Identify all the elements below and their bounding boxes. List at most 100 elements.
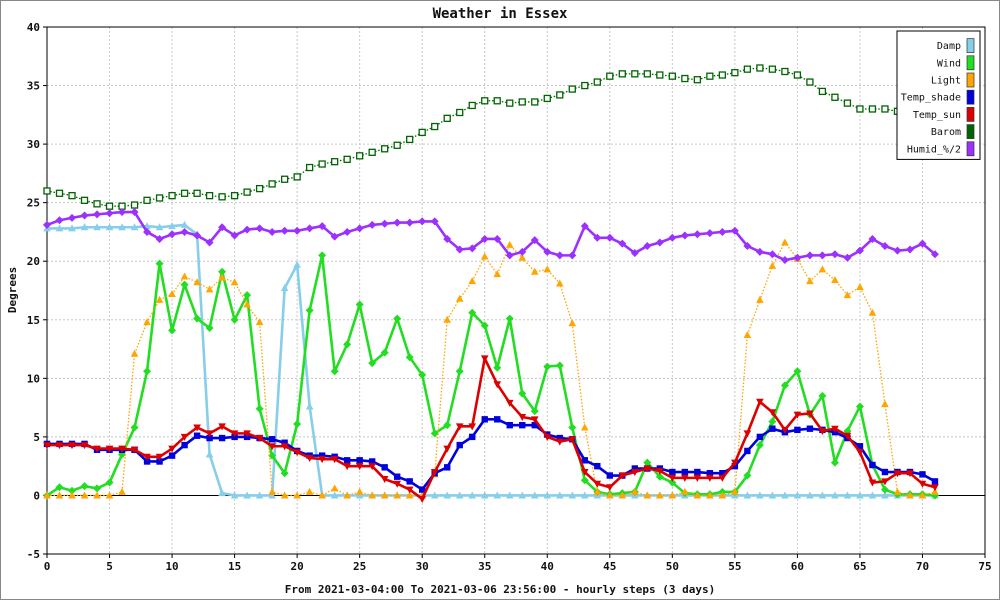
data-point-temp-shade: [218, 434, 226, 442]
data-point-light: [743, 331, 752, 339]
data-point-temp-sun: [130, 446, 139, 454]
data-point-barom: [418, 128, 426, 137]
data-point-barom: [255, 184, 264, 193]
data-point-light: [143, 318, 151, 326]
y-tick-label: 40: [27, 21, 40, 34]
series-line-barom: [46, 67, 898, 207]
data-point-wind: [80, 482, 89, 491]
series-line-wind: [46, 254, 936, 497]
data-point-temp-sun: [405, 486, 414, 494]
data-point-temp-shade: [494, 416, 501, 423]
data-point-light: [681, 487, 689, 495]
data-point-humid-2: [455, 245, 464, 254]
data-point-damp: [93, 223, 101, 231]
data-point-damp: [68, 224, 76, 232]
data-point-wind: [343, 340, 352, 349]
data-point-barom: [143, 196, 151, 204]
data-point-wind: [143, 367, 152, 376]
data-point-humid-2: [755, 247, 764, 256]
data-point-temp-sun: [280, 443, 289, 451]
data-point-barom: [818, 87, 827, 96]
data-point-light: [155, 295, 164, 303]
data-point-temp-shade: [506, 421, 513, 429]
data-point-barom: [406, 135, 414, 144]
data-point-barom: [456, 108, 464, 117]
series-layer: [43, 64, 939, 503]
data-point-wind: [580, 476, 589, 485]
data-point-damp: [518, 491, 527, 499]
data-point-temp-shade: [143, 458, 151, 465]
data-point-light: [218, 273, 226, 281]
data-point-wind: [93, 484, 102, 493]
data-point-humid-2: [768, 250, 777, 259]
data-point-humid-2: [793, 253, 802, 262]
data-point-barom: [431, 122, 439, 131]
data-point-barom: [593, 78, 601, 86]
data-point-wind: [655, 472, 664, 481]
data-point-humid-2: [318, 222, 327, 231]
data-point-humid-2: [80, 211, 89, 220]
data-point-humid-2: [443, 234, 452, 243]
data-point-humid-2: [68, 213, 77, 222]
y-tick-label: 15: [27, 314, 40, 327]
data-point-light: [455, 294, 464, 302]
legend-label-light: Light: [931, 76, 961, 87]
data-point-temp-sun: [480, 355, 489, 363]
data-point-light: [781, 238, 789, 246]
data-point-light: [443, 315, 452, 323]
data-point-temp-sun: [205, 430, 214, 438]
legend: Damp Wind Light Temp_shade Temp_sun Barom Humi…: [896, 30, 981, 160]
x-tick-label: 15: [228, 560, 241, 573]
legend-label-wind: Wind: [937, 58, 961, 69]
data-point-wind: [218, 267, 227, 276]
data-point-damp: [130, 223, 139, 231]
data-point-damp: [530, 491, 539, 499]
data-point-damp: [843, 491, 852, 499]
data-point-light: [280, 491, 289, 499]
x-tick-label: 65: [853, 560, 866, 573]
data-point-damp: [743, 491, 752, 499]
data-point-humid-2: [593, 233, 602, 242]
data-point-barom: [806, 78, 814, 86]
data-point-damp: [768, 491, 777, 499]
data-point-humid-2: [43, 220, 51, 229]
data-point-temp-shade: [193, 432, 201, 439]
legend-box: [896, 30, 981, 160]
data-point-barom: [856, 105, 864, 113]
legend-swatch-temp-sun: [966, 107, 975, 122]
data-point-temp-shade: [281, 439, 288, 446]
data-point-barom: [93, 200, 101, 208]
data-point-wind: [443, 421, 452, 430]
data-point-wind: [318, 251, 327, 260]
data-point-temp-shade: [356, 457, 363, 464]
legend-swatch-wind: [966, 55, 975, 71]
data-point-light: [480, 252, 489, 260]
data-point-temp-shade: [469, 433, 476, 441]
x-tick-label: 45: [603, 560, 616, 573]
data-point-humid-2: [205, 238, 214, 247]
data-point-wind: [493, 363, 502, 372]
data-point-light: [931, 487, 939, 495]
data-point-wind: [668, 478, 677, 487]
data-point-temp-shade: [368, 458, 376, 465]
data-point-temp-sun: [631, 469, 639, 477]
data-point-barom: [718, 71, 727, 79]
data-point-barom: [243, 188, 251, 196]
data-point-barom: [230, 191, 239, 200]
data-point-light: [380, 491, 389, 499]
data-point-barom: [80, 196, 89, 204]
data-point-humid-2: [780, 256, 789, 265]
data-point-light: [180, 272, 189, 280]
data-point-humid-2: [818, 251, 827, 260]
data-point-humid-2: [293, 226, 302, 235]
data-point-temp-sun: [230, 430, 239, 438]
data-point-light: [530, 267, 539, 275]
data-point-temp-shade: [481, 416, 488, 423]
data-point-humid-2: [693, 230, 702, 239]
series-barom: [43, 64, 902, 210]
data-point-humid-2: [630, 249, 639, 258]
data-point-humid-2: [243, 225, 252, 234]
